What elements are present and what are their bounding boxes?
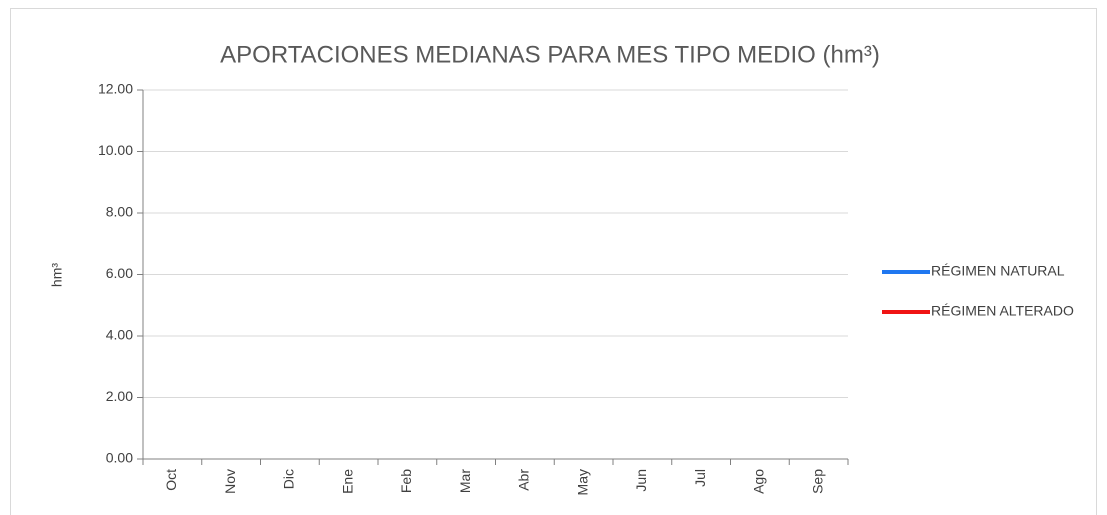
x-tick-label: Jul — [692, 469, 708, 487]
y-tick-label: 8.00 — [106, 204, 133, 220]
x-tick-label: Jun — [633, 469, 649, 492]
chart-title: APORTACIONES MEDIANAS PARA MES TIPO MEDI… — [220, 41, 880, 68]
x-tick-label: Ago — [751, 469, 767, 494]
legend-label: RÉGIMEN NATURAL — [931, 263, 1065, 279]
y-tick-label: 6.00 — [106, 265, 133, 281]
y-tick-label: 12.00 — [98, 81, 133, 97]
x-tick-label: Dic — [281, 469, 297, 489]
x-tick-label: Sep — [809, 469, 825, 494]
y-tick-label: 0.00 — [106, 450, 133, 466]
x-tick-label: May — [574, 469, 590, 495]
x-tick-label: Oct — [163, 469, 179, 491]
x-tick-label: Nov — [222, 469, 238, 494]
y-tick-label: 4.00 — [106, 327, 133, 343]
x-tick-label: Mar — [457, 469, 473, 493]
x-tick-label: Ene — [339, 469, 355, 494]
y-tick-label: 10.00 — [98, 142, 133, 158]
x-tick-label: Feb — [398, 469, 414, 493]
x-tick-label: Abr — [516, 469, 532, 491]
chart-border — [10, 8, 1097, 515]
y-tick-label: 2.00 — [106, 388, 133, 404]
y-axis-label: hm³ — [49, 263, 65, 287]
legend-label: RÉGIMEN ALTERADO — [931, 303, 1074, 319]
